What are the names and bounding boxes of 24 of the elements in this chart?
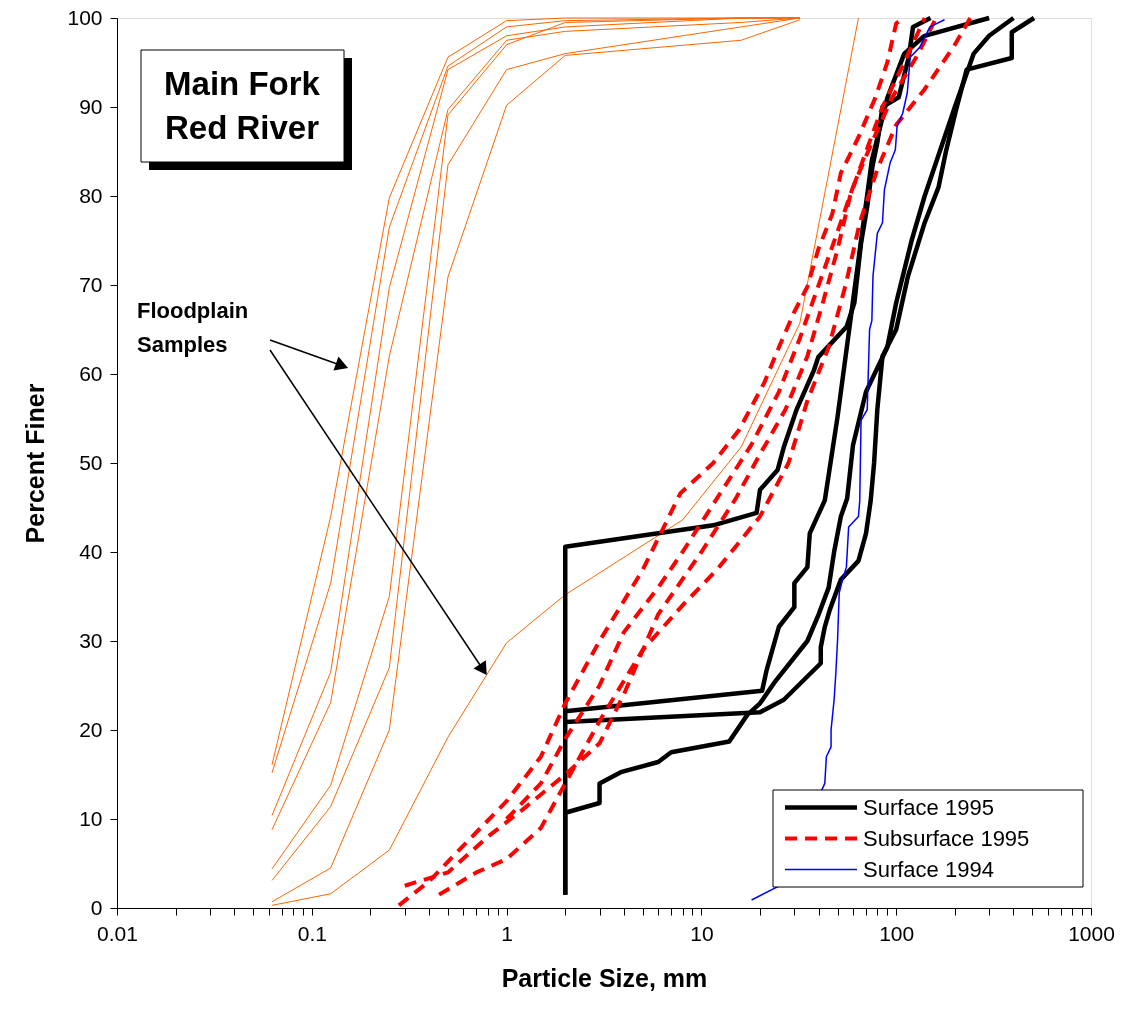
x-axis-title: Particle Size, mm	[501, 963, 708, 992]
x-tick-label: 0.1	[297, 921, 327, 945]
y-tick-label: 0	[90, 895, 103, 919]
annotation: Floodplain Samples	[137, 298, 249, 357]
x-tick-label: 1000	[1068, 921, 1115, 945]
y-tick-label: 80	[79, 183, 103, 207]
y-tick-label: 40	[79, 539, 103, 563]
text: Main Fork Red River	[164, 65, 321, 146]
x-tick-label: 10	[690, 921, 714, 945]
y-tick-label: 100	[67, 5, 103, 29]
x-tick-label: 100	[879, 921, 915, 945]
legend-label: Subsurface 1995	[863, 825, 1030, 851]
y-tick-label: 30	[79, 628, 103, 652]
y-tick-label: 10	[79, 806, 103, 830]
y-tick-label: 60	[79, 361, 103, 385]
y-tick-label: 90	[79, 94, 103, 118]
y-tick-label: 70	[79, 272, 103, 296]
legend-label: Surface 1995	[863, 794, 994, 820]
x-tick-label: 0.01	[97, 921, 138, 945]
y-tick-label: 20	[79, 717, 103, 741]
legend-label: Surface 1994	[863, 856, 994, 882]
y-axis-title: Percent Finer	[21, 383, 50, 544]
x-tick-label: 1	[501, 921, 513, 945]
y-tick-label: 50	[79, 450, 103, 474]
